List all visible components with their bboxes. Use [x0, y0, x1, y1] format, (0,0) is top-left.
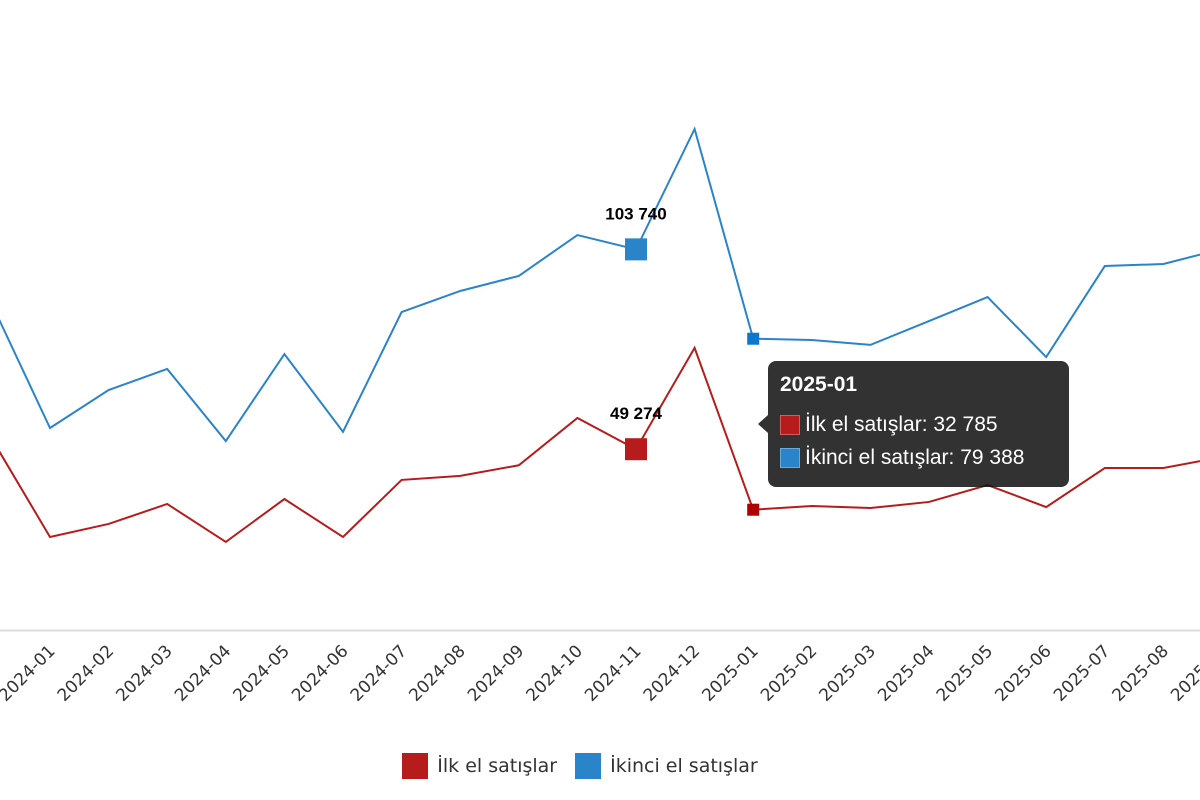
x-tick-label: 2025-04 — [874, 641, 938, 705]
data-label: 49 274 — [610, 404, 663, 423]
x-tick-label: 2025-06 — [991, 641, 1055, 705]
tooltip-row: İkinci el satışlar: 79 388 — [780, 441, 1057, 474]
legend-label: İlk el satışlar — [437, 755, 558, 777]
x-tick-label: 2024-12 — [640, 641, 704, 705]
x-tick-label: 2024-03 — [112, 641, 176, 705]
highlight-marker — [625, 438, 647, 461]
x-tick-label: 2024-06 — [288, 641, 352, 705]
data-label: 103 740 — [605, 204, 666, 223]
legend-label: İkinci el satışlar — [610, 755, 758, 777]
x-tick-label: 2024-10 — [523, 641, 587, 705]
series-line-0 — [0, 345, 1200, 544]
tooltip-row: İlk el satışlar: 32 785 — [780, 408, 1057, 441]
highlight-marker — [625, 238, 647, 261]
tooltip-title: 2025-01 — [780, 373, 858, 396]
x-tick-label: 2025-02 — [757, 641, 821, 705]
series-line-1 — [0, 126, 1200, 443]
hover-marker — [747, 503, 760, 516]
legend-swatch — [575, 753, 602, 779]
tooltip-swatch — [780, 447, 800, 468]
x-tick-label: 2025-07 — [1050, 641, 1114, 705]
x-tick-label: 2024-05 — [230, 641, 294, 705]
x-tick-label: 2024-04 — [171, 641, 235, 705]
x-tick-label: 2024-07 — [347, 641, 411, 705]
x-tick-label: 2024-02 — [54, 641, 118, 705]
legend-item-first-hand[interactable]: İlk el satışlar — [402, 753, 557, 779]
x-tick-label: 2024-11 — [581, 641, 645, 705]
hover-marker — [747, 332, 760, 345]
tooltip-row-label: İlk el satışlar: 32 785 — [805, 412, 998, 436]
legend: İlk el satışlar İkinci el satışlar — [0, 753, 1160, 779]
tooltip-swatch — [780, 414, 800, 435]
tooltip: 2025-01 İlk el satışlar: 32 785 İkinci e… — [758, 361, 1069, 487]
x-tick-label: 2025-05 — [933, 641, 997, 705]
tooltip-row-label: İkinci el satışlar: 79 388 — [805, 445, 1025, 469]
legend-item-second-hand[interactable]: İkinci el satışlar — [575, 753, 758, 779]
x-tick-label: 2025-01 — [698, 641, 762, 705]
x-tick-label: 2025-08 — [1109, 641, 1173, 705]
x-tick-label: 2024-01 — [0, 641, 60, 705]
x-tick-label: 2024-09 — [464, 641, 528, 705]
x-tick-label: 2025-03 — [816, 641, 880, 705]
x-tick-label: 2024-08 — [405, 641, 469, 705]
x-tick-label: 2025-09 — [1167, 641, 1200, 705]
legend-swatch — [402, 753, 429, 779]
